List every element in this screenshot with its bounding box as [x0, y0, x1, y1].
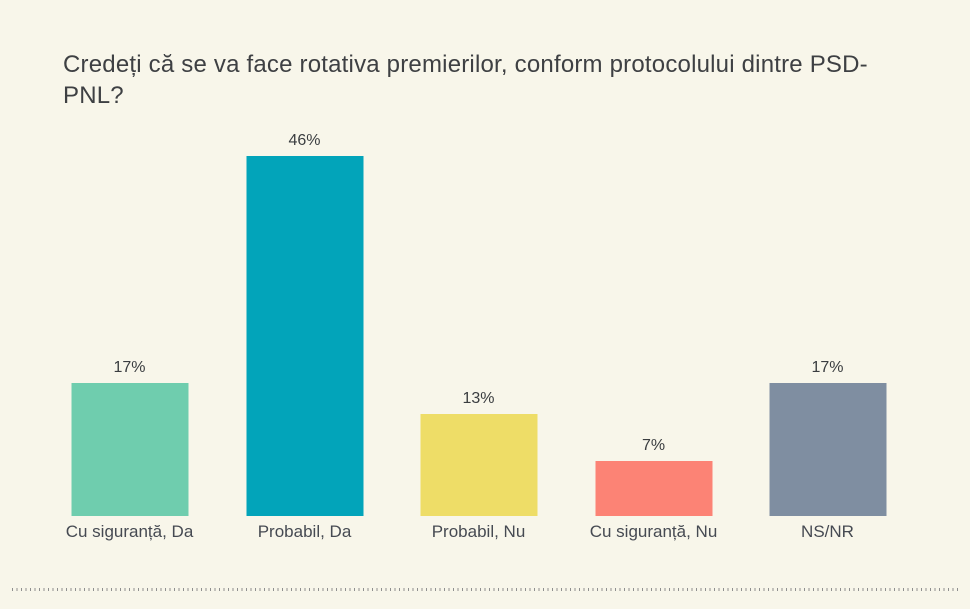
bar — [595, 461, 712, 516]
bar-category-label: Cu siguranță, Da — [65, 522, 194, 541]
bar-group: 7% Cu siguranță, Nu — [565, 0, 742, 560]
bar — [420, 414, 537, 516]
bar-group: 17% NS/NR — [739, 0, 916, 560]
bar-value-label: 7% — [641, 437, 666, 454]
bar-value-label: 13% — [462, 390, 495, 407]
bar-group: 13% Probabil, Nu — [390, 0, 567, 560]
bar — [769, 383, 886, 516]
bar-group: 46% Probabil, Da — [216, 0, 393, 560]
bar — [71, 383, 188, 516]
bar-chart: 17% Cu siguranță, Da 46% Probabil, Da 13% Pro… — [41, 0, 929, 560]
bar-category-label: Probabil, Nu — [431, 522, 526, 541]
bar-category-label: Cu siguranță, Nu — [589, 522, 718, 541]
bar — [246, 156, 363, 516]
chart-title: Credeți că se va face rotativa premieril… — [63, 51, 868, 109]
bar-value-label: 17% — [811, 359, 844, 376]
bar-category-label: Probabil, Da — [257, 522, 352, 541]
bar-value-label: 17% — [113, 359, 146, 376]
dotted-divider — [12, 588, 958, 591]
bar-category-label: NS/NR — [801, 522, 854, 541]
bar-value-label: 46% — [288, 132, 321, 149]
bar-group: 17% Cu siguranță, Da — [41, 0, 218, 560]
